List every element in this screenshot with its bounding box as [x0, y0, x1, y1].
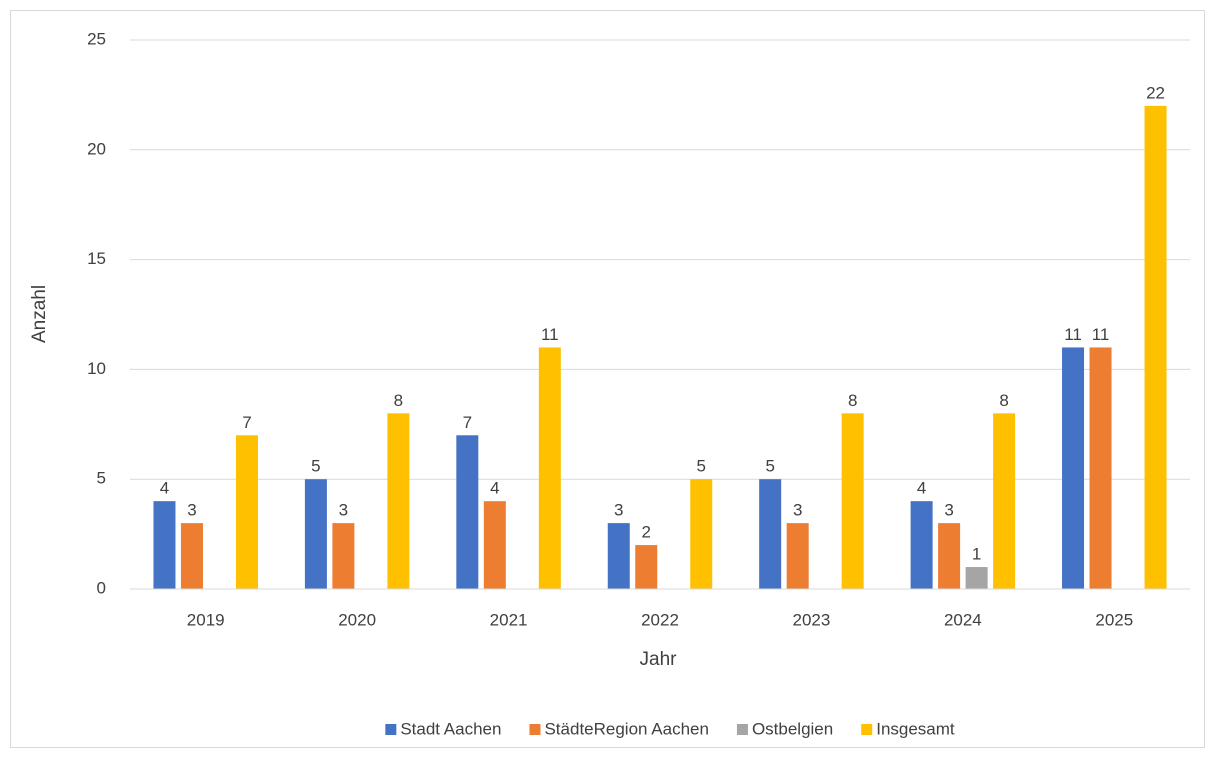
- data-label: 4: [490, 479, 499, 498]
- bar: [786, 523, 809, 589]
- data-label: 5: [697, 457, 706, 476]
- x-tick-label: 2022: [641, 610, 679, 629]
- bar: [180, 523, 203, 589]
- bar: [235, 435, 258, 589]
- x-tick-label: 2019: [187, 610, 225, 629]
- bar: [841, 413, 864, 589]
- y-axis-label: Anzahl: [29, 285, 50, 343]
- data-label: 3: [614, 501, 623, 520]
- x-tick-label: 2020: [338, 610, 376, 629]
- bar: [387, 413, 410, 589]
- bar: [332, 523, 355, 589]
- bar: [1089, 347, 1112, 589]
- data-label: 1: [972, 545, 981, 564]
- legend-swatch: [861, 724, 873, 735]
- bar: [635, 545, 658, 589]
- x-tick-label: 2021: [490, 610, 528, 629]
- bar: [910, 501, 933, 589]
- data-label: 3: [793, 501, 802, 520]
- data-label: 4: [160, 479, 169, 498]
- y-tick-label: 10: [87, 359, 106, 378]
- data-label: 5: [311, 457, 320, 476]
- bar: [607, 523, 630, 589]
- data-label: 3: [944, 501, 953, 520]
- y-tick-label: 5: [97, 469, 106, 488]
- data-label: 3: [339, 501, 348, 520]
- bar: [153, 501, 176, 589]
- x-tick-label: 2024: [944, 610, 982, 629]
- data-label: 11: [1064, 325, 1082, 344]
- x-tick-label: 2025: [1095, 610, 1133, 629]
- bar: [538, 347, 561, 589]
- bar: [690, 479, 713, 589]
- chart-border: [10, 10, 1205, 748]
- bar: [1062, 347, 1085, 589]
- y-tick-label: 15: [87, 249, 106, 268]
- data-label: 11: [541, 325, 559, 344]
- data-label: 8: [394, 391, 403, 410]
- data-label: 3: [187, 501, 196, 520]
- data-label: 4: [917, 479, 926, 498]
- x-axis-label: Jahr: [640, 649, 678, 670]
- legend-label: Insgesamt: [876, 719, 955, 738]
- data-label: 11: [1092, 325, 1110, 344]
- bar: [993, 413, 1016, 589]
- bar: [456, 435, 479, 589]
- data-label: 7: [463, 413, 472, 432]
- legend-swatch: [529, 724, 541, 735]
- legend-label: Stadt Aachen: [400, 719, 501, 738]
- legend-label: Ostbelgien: [752, 719, 833, 738]
- x-tick-label: 2023: [793, 610, 831, 629]
- bar: [304, 479, 327, 589]
- bar: [965, 567, 988, 589]
- legend-label: StädteRegion Aachen: [544, 719, 708, 738]
- data-label: 22: [1146, 83, 1165, 102]
- data-label: 8: [848, 391, 857, 410]
- data-label: 2: [642, 523, 651, 542]
- y-tick-label: 25: [87, 29, 106, 48]
- bar: [759, 479, 782, 589]
- data-label: 5: [765, 457, 774, 476]
- legend-swatch: [736, 724, 748, 735]
- data-label: 7: [242, 413, 251, 432]
- legend-swatch: [385, 724, 397, 735]
- bar: [483, 501, 506, 589]
- y-tick-label: 0: [97, 578, 106, 597]
- bar: [938, 523, 961, 589]
- y-tick-label: 20: [87, 139, 106, 158]
- bar: [1144, 105, 1167, 589]
- data-label: 8: [999, 391, 1008, 410]
